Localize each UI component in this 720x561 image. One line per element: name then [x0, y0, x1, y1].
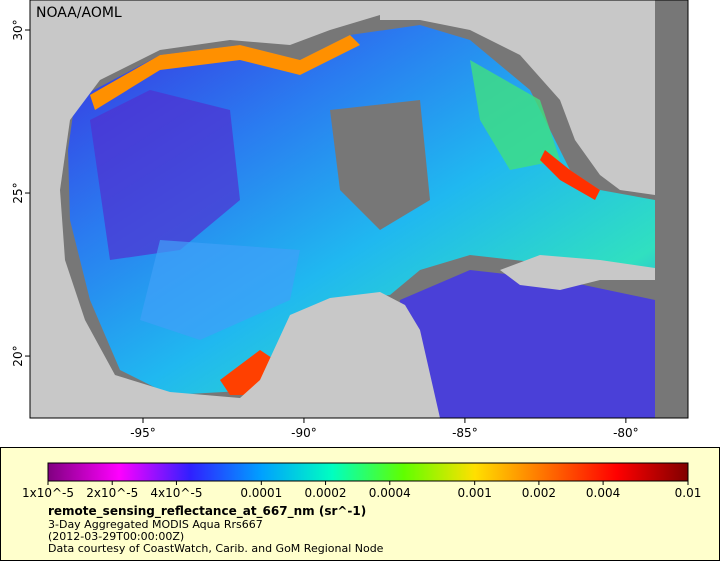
colorbar-tick-label: 0.004 [586, 486, 620, 500]
caption-line: 3-Day Aggregated MODIS Aqua Rrs667 [48, 518, 263, 531]
reflectance-field [390, 270, 655, 418]
colorbar-tick-label: 4x10^-5 [150, 486, 202, 500]
colorbar-tick-label: 0.0002 [305, 486, 347, 500]
y-tick-label: 25° [11, 182, 25, 203]
no-data [655, 0, 688, 418]
colorbar-tick-label: 0.002 [522, 486, 556, 500]
reflectance-patch [90, 90, 240, 260]
land [500, 255, 655, 290]
y-tick-label: 20° [11, 345, 25, 366]
coastal-high [540, 150, 600, 200]
y-tick-label: 30° [11, 19, 25, 40]
caption-line: (2012-03-29T00:00:00Z) [48, 530, 184, 543]
colorbar [47, 462, 689, 482]
reflectance-patch [470, 60, 560, 170]
coastal-high [90, 35, 360, 110]
colorbar-tick-label: 0.0004 [369, 486, 411, 500]
colorbar-tick-label: 0.0001 [240, 486, 282, 500]
colorbar-tick-label: 0.001 [457, 486, 491, 500]
no-data-patch [330, 100, 430, 230]
map: NOAA/AOML [30, 0, 688, 418]
credit: NOAA/AOML [36, 5, 122, 21]
x-tick-label: -85° [452, 426, 478, 440]
land [380, 0, 655, 195]
land [280, 305, 415, 418]
x-tick-label: -80° [613, 426, 639, 440]
reflectance-patch [140, 240, 300, 340]
colorbar-tick-label: 2x10^-5 [86, 486, 138, 500]
axes: -95° -90° -85° -80° 30° 25° 20° [11, 19, 639, 440]
colorbar-tick-label: 0.01 [675, 486, 702, 500]
variable-name: remote_sensing_reflectance_at_667_nm (sr… [48, 504, 366, 519]
x-tick-label: -90° [291, 426, 317, 440]
caption-line: Data courtesy of CoastWatch, Carib. and … [48, 542, 384, 555]
x-tick-label: -95° [130, 426, 156, 440]
colorbar-tick-label: 1x10^-5 [22, 486, 74, 500]
map-frame [29, 0, 689, 419]
